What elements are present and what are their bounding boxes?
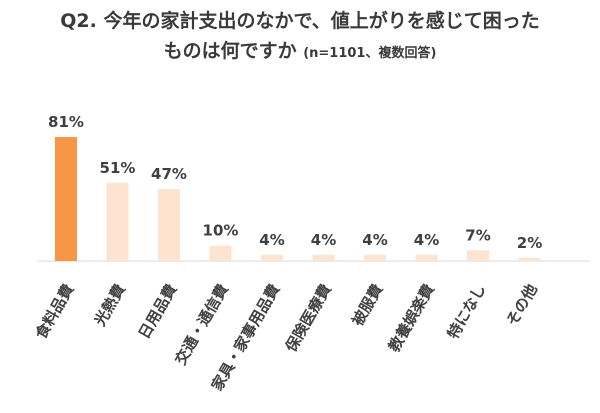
category-label-9: その他: [503, 281, 541, 329]
value-label-9: 2%: [517, 234, 542, 252]
value-label-6: 4%: [362, 231, 387, 249]
bar-5: [312, 254, 335, 261]
bar-6: [364, 254, 386, 261]
category-label-7: 教養娯楽費: [384, 281, 438, 356]
category-label-3: 交通・通信費: [171, 281, 232, 368]
bar-0: [55, 137, 77, 261]
bar-1: [106, 182, 129, 261]
category-label-0: 食料品費: [32, 281, 78, 342]
bar-7: [415, 254, 438, 261]
value-label-1: 51%: [100, 159, 136, 177]
value-label-3: 10%: [203, 222, 239, 240]
value-label-2: 47%: [151, 165, 187, 183]
bar-9: [518, 257, 541, 261]
value-label-5: 4%: [311, 231, 336, 249]
bar-2: [158, 189, 180, 261]
bar-4: [261, 254, 283, 261]
category-label-5: 保険医療費: [281, 281, 335, 356]
bar-3: [209, 245, 232, 261]
chart-title-note: (n=1101、複数回答): [303, 46, 437, 61]
category-label-6: 被服費: [348, 281, 386, 329]
value-label-4: 4%: [259, 231, 284, 249]
bar-8: [467, 250, 489, 261]
chart-title-line1: Q2. 今年の家計支出のなかで、値上がりを感じて困った: [60, 10, 540, 32]
chart-title-main: ものは何ですか: [163, 40, 297, 62]
chart-title-line2: ものは何ですか (n=1101、複数回答): [0, 36, 600, 63]
category-label-1: 光熱費: [90, 281, 129, 330]
value-label-7: 4%: [414, 231, 439, 249]
category-label-2: 日用品費: [135, 281, 181, 342]
value-label-0: 81%: [48, 113, 84, 131]
category-label-8: 特になし: [444, 281, 490, 342]
value-label-8: 7%: [465, 226, 490, 244]
